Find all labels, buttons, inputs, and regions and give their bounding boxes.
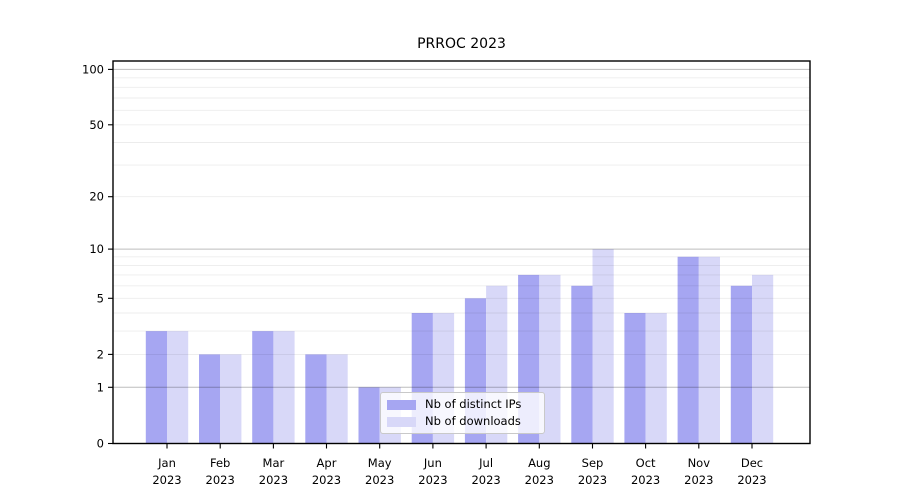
x-tick-label-year: 2023	[684, 473, 713, 487]
x-tick-label-month: Jul	[478, 456, 493, 470]
x-tick-label-month: May	[368, 456, 392, 470]
x-tick-label-year: 2023	[737, 473, 766, 487]
y-tick-label: 2	[97, 347, 104, 361]
bar-downloads-0	[167, 331, 189, 444]
x-tick-label-year: 2023	[312, 473, 341, 487]
bar-downloads-9	[645, 313, 667, 444]
bar-ips-8	[571, 285, 593, 444]
x-tick-label-year: 2023	[578, 473, 607, 487]
bar-ips-10	[677, 256, 699, 444]
bar-ips-1	[199, 354, 221, 444]
x-tick-label-month: Nov	[688, 456, 711, 470]
legend-label-distinct-ips: Nb of distinct IPs	[425, 396, 522, 411]
x-tick-label-month: Oct	[636, 456, 656, 470]
bar-ips-9	[624, 313, 646, 444]
y-tick-label: 50	[89, 118, 104, 132]
y-tick-label: 10	[89, 242, 104, 256]
x-tick-label-year: 2023	[418, 473, 447, 487]
legend-swatch-downloads	[387, 416, 416, 427]
x-tick-label-year: 2023	[631, 473, 660, 487]
bar-ips-0	[145, 331, 167, 444]
x-tick-label-month: Jan	[157, 456, 176, 470]
bar-downloads-10	[698, 256, 720, 444]
y-tick-label: 0	[97, 437, 104, 451]
legend-label-downloads: Nb of downloads	[425, 413, 521, 428]
legend-item-downloads: Nb of downloads	[387, 413, 536, 430]
x-tick-label-month: Jun	[423, 456, 442, 470]
x-tick-label-month: Dec	[741, 456, 763, 470]
x-tick-label-month: Sep	[582, 456, 604, 470]
bar-ips-11	[730, 285, 752, 444]
plot-border	[112, 60, 811, 445]
bar-ips-2	[252, 331, 274, 444]
x-tick-label-month: Aug	[528, 456, 550, 470]
bar-downloads-1	[220, 354, 242, 444]
x-tick-label-year: 2023	[206, 473, 235, 487]
x-tick-label-year: 2023	[152, 473, 181, 487]
x-tick-label-year: 2023	[259, 473, 288, 487]
bar-downloads-3	[326, 354, 348, 444]
x-tick-label-month: Mar	[263, 456, 285, 470]
x-tick-label-year: 2023	[471, 473, 500, 487]
chart-title: PRROC 2023	[417, 36, 506, 52]
y-tick-label: 100	[82, 62, 104, 76]
bar-downloads-8	[592, 249, 614, 444]
legend: Nb of distinct IPs Nb of downloads	[380, 392, 545, 434]
bar-ips-3	[305, 354, 327, 444]
bar-downloads-11	[752, 274, 774, 444]
x-tick-label-month: Apr	[317, 456, 337, 470]
y-tick-label: 5	[97, 291, 104, 305]
y-tick-label: 20	[89, 190, 104, 204]
x-tick-label-year: 2023	[365, 473, 394, 487]
bar-ips-4	[358, 387, 380, 444]
y-tick-label: 1	[97, 380, 104, 394]
bar-downloads-2	[273, 331, 295, 444]
legend-item-distinct-ips: Nb of distinct IPs	[387, 396, 536, 413]
legend-swatch-distinct-ips	[387, 399, 416, 410]
x-tick-label-month: Feb	[210, 456, 230, 470]
x-tick-label-year: 2023	[525, 473, 554, 487]
